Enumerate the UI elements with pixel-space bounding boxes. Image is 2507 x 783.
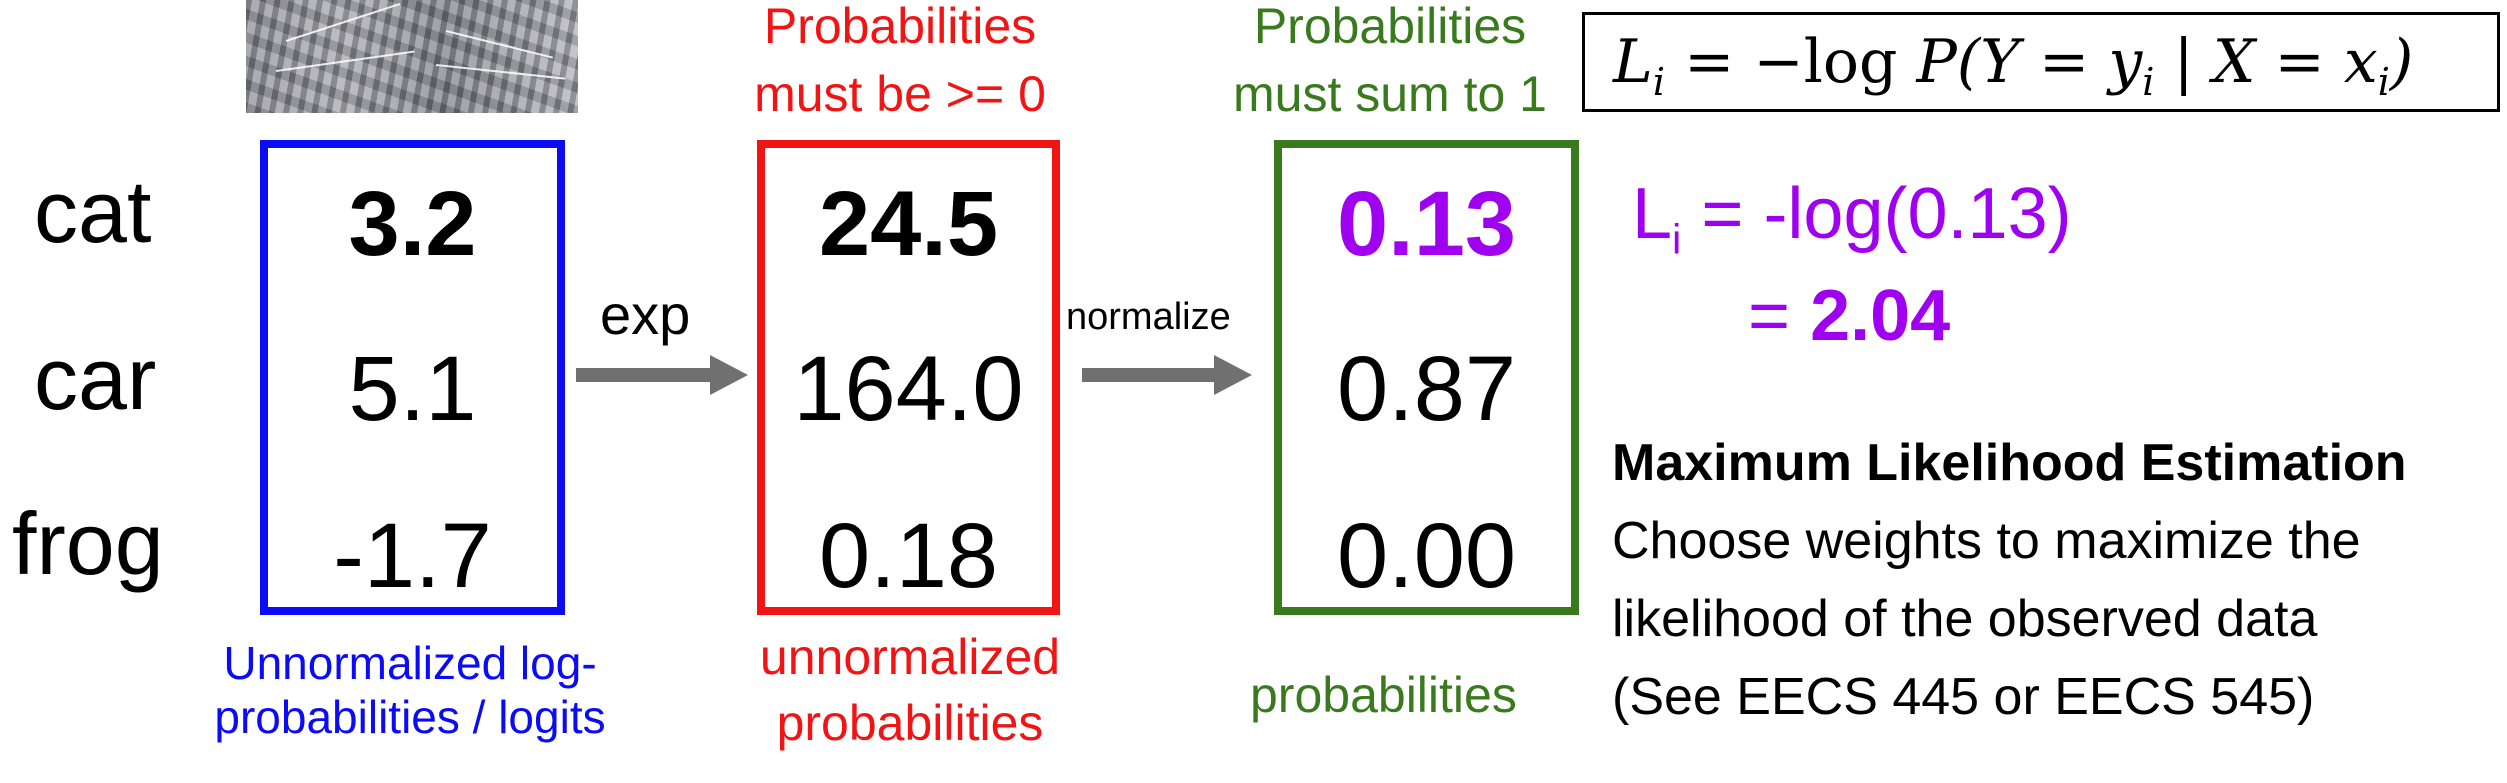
- mle-line3: (See EECS 445 or EECS 545): [1612, 668, 2315, 726]
- mle-block: Maximum Likelihood Estimation Choose wei…: [1612, 424, 2407, 736]
- logits-caption-line2: probabilities / logits: [214, 691, 606, 743]
- nonneg-caption-line1: Probabilities: [763, 0, 1037, 54]
- probability-car: 0.87: [1336, 338, 1517, 440]
- mle-heading: Maximum Likelihood Estimation: [1612, 434, 2407, 492]
- logit-cat: 3.2: [348, 173, 477, 275]
- sum-caption: Probabilities must sum to 1: [1190, 0, 1590, 128]
- loss-value: 2.04: [1810, 276, 1951, 356]
- normalize-label: normalize: [1066, 296, 1231, 338]
- normalize-arrow-icon: [1082, 355, 1252, 395]
- unnormalized-caption: unnormalized probabilities: [700, 624, 1120, 756]
- formula-log: log: [1803, 27, 1898, 97]
- sum-caption-line2: must sum to 1: [1233, 66, 1547, 122]
- loss-calc-sub: i: [1672, 215, 1682, 263]
- formula-close: ): [2389, 27, 2414, 97]
- probabilities-caption: probabilities: [1250, 667, 1517, 723]
- logit-frog: -1.7: [333, 505, 492, 607]
- probability-frog: 0.00: [1336, 505, 1517, 607]
- logits-caption-line1: Unnormalized log-: [223, 637, 597, 689]
- nonneg-caption: Probabilities must be >= 0: [700, 0, 1100, 128]
- nonneg-caption-line2: must be >= 0: [754, 66, 1046, 122]
- formula-lhs-sub: i: [1652, 60, 1665, 104]
- loss-calc-line1: Li = -log(0.13): [1632, 178, 2072, 260]
- sum-caption-line1: Probabilities: [1253, 0, 1527, 54]
- probability-cat: 0.13: [1336, 173, 1517, 275]
- logits-box: 3.2 5.1 -1.7: [260, 140, 565, 615]
- unnormalized-box: 24.5 164.0 0.18: [757, 140, 1060, 615]
- exp-label: exp: [600, 283, 691, 346]
- logits-caption: Unnormalized log- probabilities / logits: [150, 636, 670, 744]
- unnormalized-caption-line2: probabilities: [776, 695, 1044, 751]
- unnormalized-frog: 0.18: [818, 505, 999, 607]
- loss-calc-line2: = 2.04: [1748, 280, 1950, 352]
- exp-arrow-icon: [576, 355, 748, 395]
- formula-prob: P(Y = y: [1897, 27, 2143, 97]
- cat-image: [246, 0, 578, 113]
- row-label-frog: frog: [12, 494, 164, 593]
- unnormalized-caption-line1: unnormalized: [759, 629, 1061, 685]
- formula-x-sub: i: [2377, 60, 2390, 104]
- formula-y-sub: i: [2142, 60, 2155, 104]
- row-label-cat: cat: [34, 162, 152, 261]
- loss-formula: Li = −log P(Y = yi | X = xi): [1582, 12, 2500, 112]
- loss-calc-eq: =: [1748, 276, 1811, 356]
- loss-calc-lhs: L: [1632, 174, 1673, 254]
- mle-line1: Choose weights to maximize the: [1612, 512, 2361, 570]
- formula-lhs: L: [1613, 27, 1653, 97]
- formula-mid: | X = x: [2154, 27, 2378, 97]
- logit-car: 5.1: [348, 338, 477, 440]
- formula-eq: = −: [1665, 27, 1804, 97]
- loss-calc-rest: = -log(0.13): [1681, 174, 2072, 254]
- probabilities-box: 0.13 0.87 0.00: [1274, 140, 1579, 615]
- unnormalized-car: 164.0: [793, 338, 1024, 440]
- mle-line2: likelihood of the observed data: [1612, 590, 2318, 648]
- row-label-car: car: [34, 329, 157, 428]
- unnormalized-cat: 24.5: [818, 173, 999, 275]
